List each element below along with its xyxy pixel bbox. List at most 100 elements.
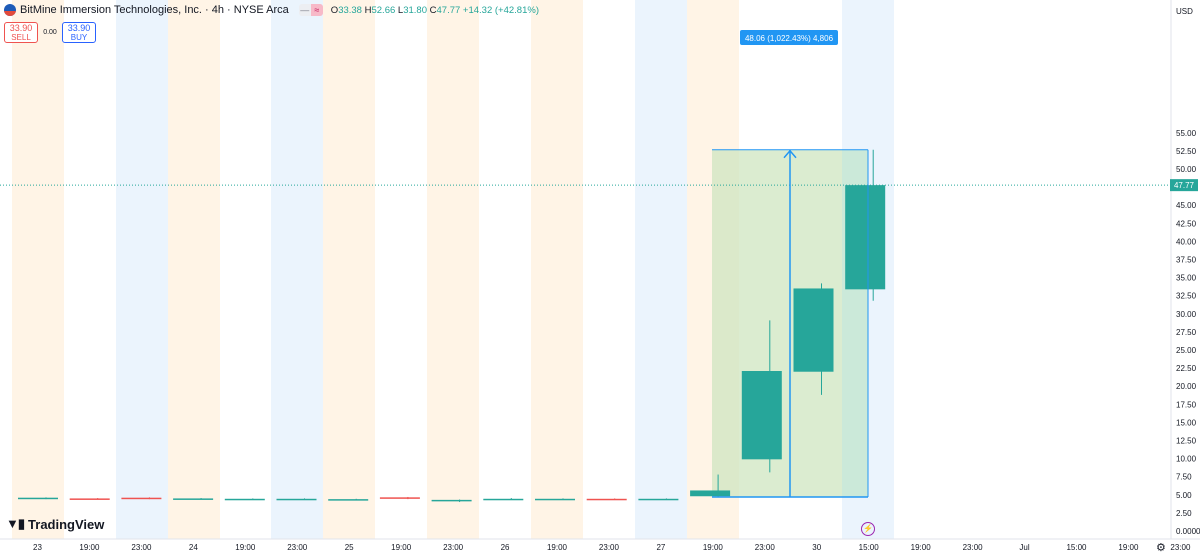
candle-body[interactable] bbox=[173, 498, 214, 500]
candle-body[interactable] bbox=[224, 498, 265, 501]
time-tick-label: 27 bbox=[656, 543, 665, 552]
ohlc-low: 31.80 bbox=[403, 4, 427, 16]
lightning-event-icon[interactable]: ⚡ bbox=[861, 522, 875, 536]
time-tick-label: 19:00 bbox=[1118, 543, 1139, 552]
ohlc-close: 47.77 bbox=[436, 4, 461, 16]
candle-body[interactable] bbox=[638, 498, 679, 501]
session-band bbox=[12, 0, 64, 539]
price-tick-label: 7.50 bbox=[1176, 473, 1192, 482]
price-tick-label: 0.0000 bbox=[1176, 527, 1200, 536]
time-tick-label: 23:00 bbox=[599, 543, 620, 552]
price-tick-label: 55.00 bbox=[1176, 129, 1197, 138]
session-band bbox=[168, 0, 220, 539]
candle-body[interactable] bbox=[18, 497, 58, 500]
time-tick-label: 23:00 bbox=[1170, 543, 1191, 552]
price-tick-label: 30.00 bbox=[1176, 310, 1197, 319]
candles bbox=[18, 149, 886, 503]
indicator-pill[interactable]: — ≈ bbox=[298, 4, 323, 16]
candle-body[interactable] bbox=[121, 497, 162, 500]
price-tick-label: 2.50 bbox=[1176, 509, 1192, 518]
price-tick-label: 45.00 bbox=[1176, 201, 1197, 210]
buy-button[interactable]: 33.90 BUY bbox=[62, 22, 96, 43]
price-tick-label: 25.00 bbox=[1176, 346, 1197, 355]
candle-body[interactable] bbox=[741, 370, 782, 460]
time-axis[interactable]: 23 19:00 23:00 24 19:00 23:00 25 19:00 23:00 26 19… bbox=[0, 538, 1200, 552]
candle-body[interactable] bbox=[845, 185, 886, 290]
last-price-label: 47.77 bbox=[1174, 181, 1195, 190]
settings-gear-icon[interactable]: ⚙ bbox=[1156, 542, 1166, 554]
tradingview-logo[interactable]: ▼▮ TradingView bbox=[6, 516, 104, 532]
trade-panel: 33.90 SELL 0.00 33.90 BUY bbox=[4, 22, 96, 43]
ohlc-readout: O33.38 H52.66 L31.80 C47.77 +14.32 (+42.… bbox=[331, 5, 539, 16]
session-band bbox=[531, 0, 583, 539]
time-tick-label: Jul bbox=[1019, 543, 1029, 552]
measure-tool[interactable]: 48.06 (1,022.43%) 4,806 bbox=[712, 30, 869, 498]
ohlc-l-label: L bbox=[397, 4, 404, 16]
time-tick-label: 24 bbox=[189, 543, 198, 552]
sell-price: 33.90 bbox=[9, 23, 33, 33]
time-tick-label: 15:00 bbox=[1066, 543, 1087, 552]
candle-body[interactable] bbox=[379, 497, 420, 499]
session-band bbox=[116, 0, 168, 539]
tradingview-logo-text: TradingView bbox=[28, 516, 105, 532]
currency-label: USD bbox=[1176, 7, 1193, 16]
measure-label-box[interactable] bbox=[740, 30, 838, 45]
price-tick-label: 12.50 bbox=[1176, 437, 1197, 446]
price-tick-label: 42.50 bbox=[1176, 219, 1197, 228]
ohlc-o-label: O bbox=[330, 4, 339, 16]
candle-body[interactable] bbox=[535, 498, 575, 501]
last-price-badge bbox=[1170, 179, 1198, 192]
collapse-icon[interactable]: — bbox=[300, 5, 310, 15]
candle-body[interactable] bbox=[483, 498, 524, 501]
time-tick-label: 23:00 bbox=[443, 543, 464, 552]
price-tick-label: 37.50 bbox=[1176, 256, 1197, 265]
sell-button[interactable]: 33.90 SELL bbox=[4, 22, 38, 43]
price-tick-label: 15.00 bbox=[1176, 418, 1197, 427]
spread-value: 0.00 bbox=[43, 29, 57, 36]
measure-arrow-icon bbox=[783, 149, 797, 159]
buy-price: 33.90 bbox=[67, 23, 91, 33]
price-tick-label: 22.50 bbox=[1176, 364, 1197, 373]
price-tick-label: 50.00 bbox=[1176, 165, 1197, 174]
price-tick-label: 52.50 bbox=[1176, 147, 1197, 156]
time-tick-label: 23:00 bbox=[131, 543, 152, 552]
price-axis[interactable]: USD 0.0000 2.50 5.00 7.50 10.00 12.50 15.00 17.5… bbox=[1170, 0, 1200, 539]
symbol-title[interactable]: BitMine Immersion Technologies, Inc. · 4… bbox=[20, 4, 289, 16]
price-tick-label: 20.00 bbox=[1176, 382, 1197, 391]
candle-body[interactable] bbox=[690, 490, 731, 497]
candle-body[interactable] bbox=[793, 288, 834, 372]
price-tick-label: 17.50 bbox=[1176, 400, 1197, 409]
candle-body[interactable] bbox=[69, 498, 110, 500]
time-tick-label: 15:00 bbox=[859, 543, 880, 552]
time-tick-label: 19:00 bbox=[79, 543, 100, 552]
sell-label: SELL bbox=[11, 33, 31, 42]
candle-body[interactable] bbox=[328, 499, 369, 501]
time-tick-label: 25 bbox=[345, 543, 354, 552]
ohlc-open: 33.38 bbox=[338, 4, 362, 16]
time-tick-label: 26 bbox=[501, 543, 510, 552]
time-tick-label: 19:00 bbox=[911, 543, 932, 552]
approx-icon[interactable]: ≈ bbox=[310, 4, 323, 16]
price-tick-label: 32.50 bbox=[1176, 292, 1197, 301]
price-tick-label: 27.50 bbox=[1176, 328, 1197, 337]
price-tick-label: 35.00 bbox=[1176, 274, 1197, 283]
symbol-logo-icon bbox=[4, 4, 16, 16]
time-tick-label: 19:00 bbox=[391, 543, 412, 552]
time-tick-label: 19:00 bbox=[235, 543, 256, 552]
time-tick-label: 23:00 bbox=[755, 543, 776, 552]
session-band bbox=[271, 0, 323, 539]
ohlc-high: 52.66 bbox=[371, 4, 396, 16]
session-band bbox=[323, 0, 375, 539]
ohlc-c-label: C bbox=[429, 4, 437, 16]
candle-body[interactable] bbox=[586, 498, 627, 501]
session-band bbox=[635, 0, 687, 539]
candle-body[interactable] bbox=[431, 499, 472, 502]
candle-body[interactable] bbox=[276, 498, 317, 501]
time-tick-label: 23:00 bbox=[287, 543, 308, 552]
time-tick-label: 23:00 bbox=[963, 543, 984, 552]
time-tick-label: 19:00 bbox=[703, 543, 724, 552]
measure-label: 48.06 (1,022.43%) 4,806 bbox=[745, 34, 834, 43]
time-tick-label: 23 bbox=[33, 543, 42, 552]
symbol-legend: BitMine Immersion Technologies, Inc. · 4… bbox=[4, 4, 539, 16]
